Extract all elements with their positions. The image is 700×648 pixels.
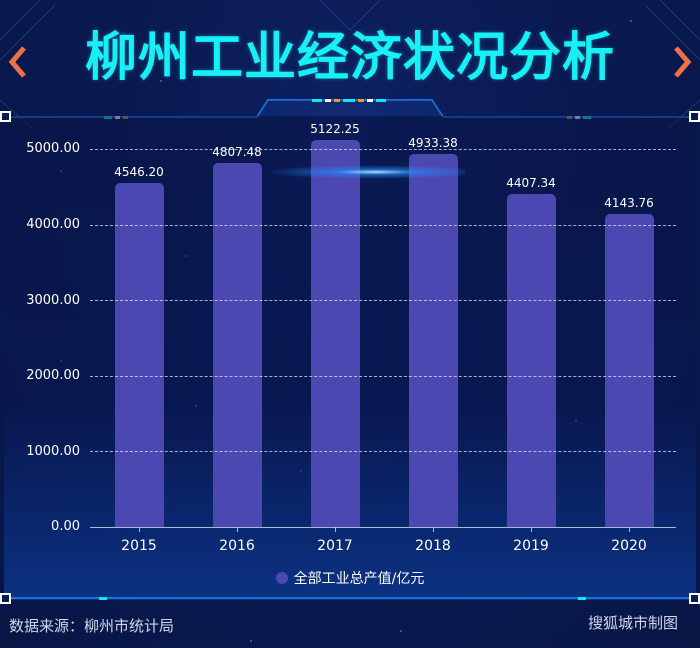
value-label: 4143.76 [604, 196, 654, 210]
x-tick-label: 2017 [317, 538, 353, 554]
gridline [90, 225, 676, 226]
data-source: 数据来源：柳州市统计局 [9, 617, 175, 635]
chevron-left-icon[interactable] [6, 44, 28, 80]
bar-2020[interactable] [605, 214, 654, 527]
x-tick-mark [531, 527, 532, 532]
x-tick-mark [335, 527, 336, 532]
gridline [90, 149, 676, 150]
x-tick-label: 2020 [611, 538, 647, 554]
gridline [90, 376, 676, 377]
x-tick-mark [139, 527, 140, 532]
value-label: 4807.48 [212, 145, 262, 159]
gridline [90, 451, 676, 452]
bar-2016[interactable] [213, 163, 262, 527]
value-label: 4407.34 [506, 176, 556, 190]
value-label: 5122.25 [310, 122, 360, 136]
bar-2019[interactable] [507, 194, 556, 527]
light-flare-decoration [265, 165, 465, 179]
chart-legend[interactable]: 全部工业总产值/亿元 [0, 568, 700, 588]
x-tick-label: 2018 [415, 538, 451, 554]
y-tick-label: 2000.00 [26, 368, 80, 383]
page-title: 柳州工业经济状况分析 [84, 28, 615, 88]
gridline [90, 300, 676, 301]
y-tick-label: 3000.00 [26, 293, 80, 308]
x-axis-line [90, 527, 676, 528]
value-label: 4933.38 [408, 136, 458, 150]
x-tick-label: 2019 [513, 538, 549, 554]
bar-2018[interactable] [409, 154, 458, 527]
x-tick-mark [237, 527, 238, 532]
x-tick-mark [433, 527, 434, 532]
legend-dot-icon [275, 572, 288, 584]
chevron-right-icon[interactable] [672, 44, 694, 80]
x-tick-label: 2016 [219, 538, 255, 554]
value-label: 4546.20 [114, 165, 164, 179]
legend-label: 全部工业总产值/亿元 [293, 571, 425, 587]
y-tick-label: 5000.00 [26, 141, 80, 156]
y-tick-label: 4000.00 [26, 217, 80, 232]
x-tick-label: 2015 [121, 538, 157, 554]
y-tick-label: 1000.00 [26, 444, 80, 459]
credit: 搜狐城市制图 [587, 614, 678, 632]
bar-2017[interactable] [311, 140, 360, 527]
y-tick-label: 0.00 [51, 519, 80, 534]
bar-2015[interactable] [115, 183, 164, 527]
x-tick-mark [629, 527, 630, 532]
